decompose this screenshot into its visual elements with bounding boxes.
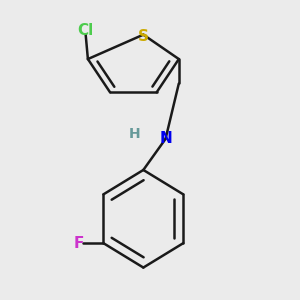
Text: H: H [129, 128, 140, 142]
Text: F: F [74, 236, 84, 251]
Text: Cl: Cl [78, 23, 94, 38]
Text: S: S [138, 29, 149, 44]
Text: N: N [159, 131, 172, 146]
